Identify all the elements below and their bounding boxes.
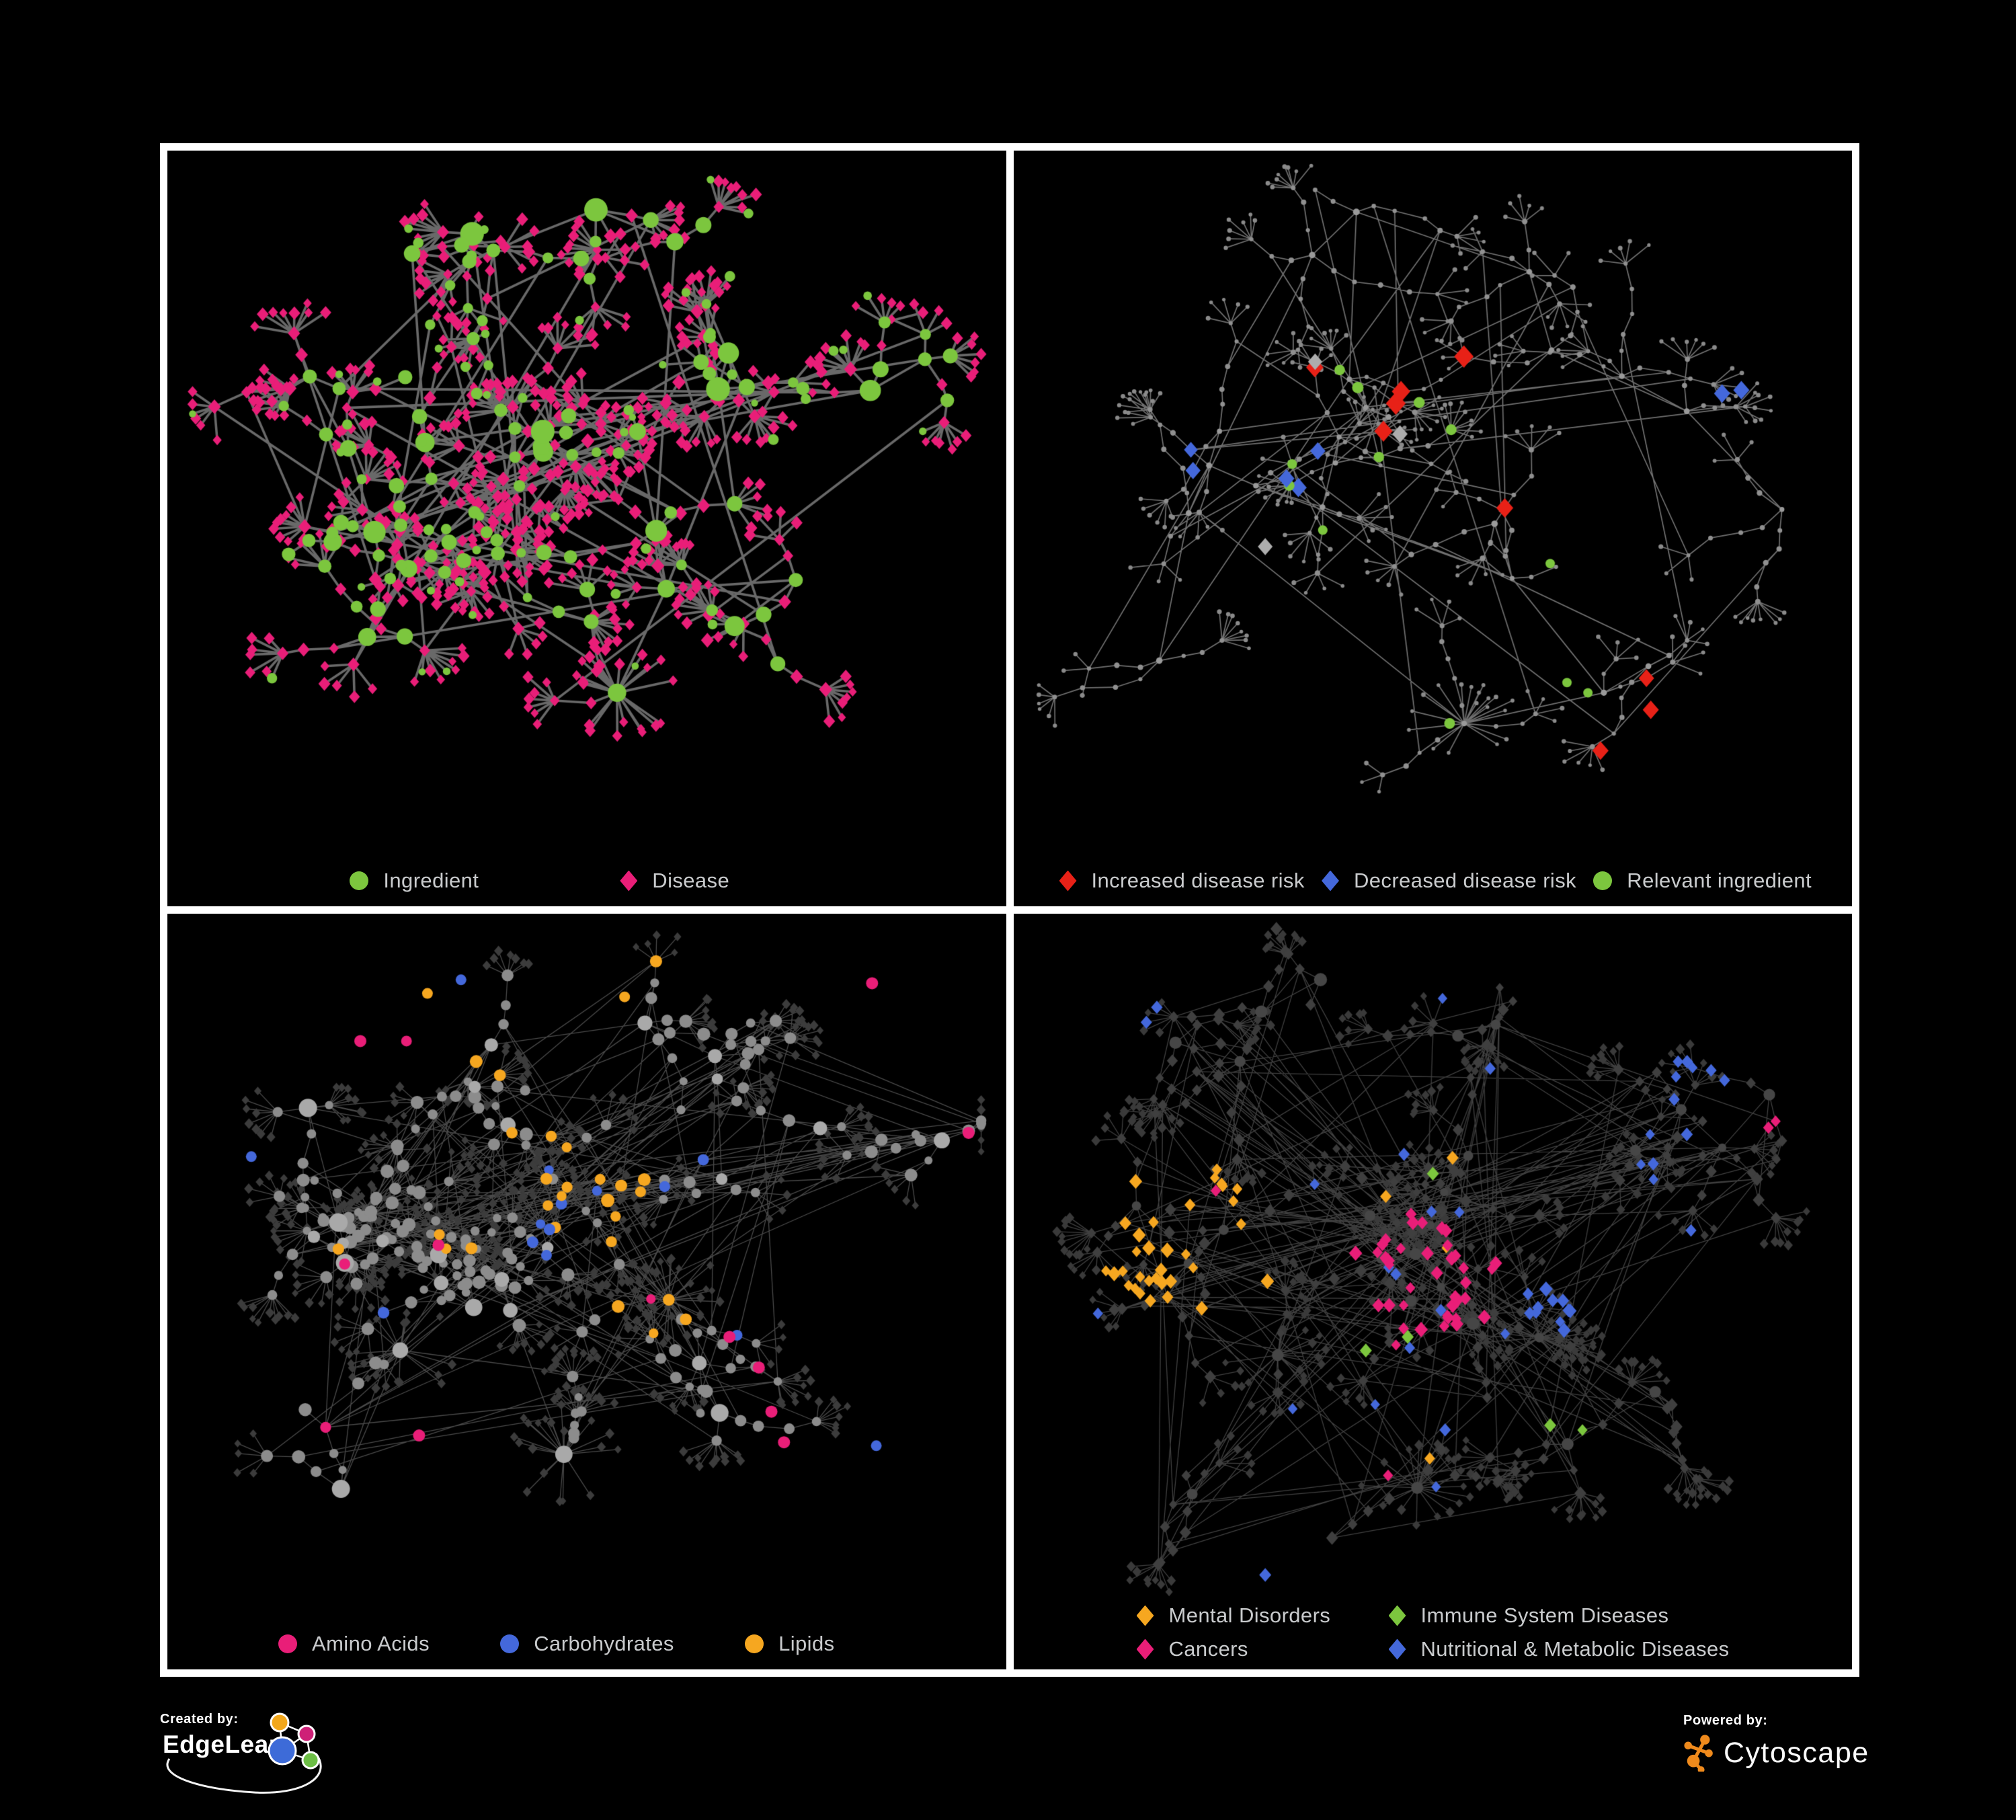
legend-marker-circle <box>500 1634 520 1653</box>
legend-marker-diamond <box>1322 870 1339 892</box>
legend-label: Cancers <box>1168 1637 1248 1661</box>
legend-item: Nutritional & Metabolic Diseases <box>1388 1637 1730 1661</box>
legend-item: Amino Acids <box>278 1632 430 1656</box>
legend-label: Amino Acids <box>312 1632 430 1655</box>
panel-disease-classes: Mental Disorders Immune System Diseases Ca… <box>1013 914 1853 1669</box>
legend-item: Lipids <box>745 1632 834 1656</box>
cytoscape-logo-icon <box>1684 1735 1713 1772</box>
disease-class-network-canvas <box>1013 914 1852 1669</box>
created-by-label: Created by: <box>160 1712 239 1727</box>
powered-by-label: Powered by: <box>1683 1713 1768 1728</box>
legend-marker-circle <box>350 871 369 890</box>
legend-marker-circle <box>1593 871 1613 890</box>
panel-disease-risk: Increased disease risk Decreased disease … <box>1013 151 1853 906</box>
nutrient-class-network-canvas <box>167 914 1006 1669</box>
legend-marker-circle <box>278 1634 297 1653</box>
legend-item: Carbohydrates <box>500 1632 674 1656</box>
legend-marker-diamond <box>1059 870 1077 892</box>
legend-label: Mental Disorders <box>1168 1604 1331 1627</box>
ingredient-disease-legend: Ingredient Disease <box>167 869 959 893</box>
edgeleap-credit: Created by: EdgeLeap <box>160 1712 536 1819</box>
legend-label: Increased disease risk <box>1091 869 1305 892</box>
panel-nutrient-classes: Amino Acids Carbohydrates Lipids <box>167 914 1006 1669</box>
edgeleap-logo-icon <box>166 1712 322 1794</box>
ingredient-disease-network-canvas <box>167 151 1006 906</box>
legend-label: Ingredient <box>383 869 479 892</box>
legend-label: Lipids <box>778 1632 835 1655</box>
legend-item: Cancers <box>1136 1637 1389 1661</box>
legend-item: Ingredient <box>350 869 479 893</box>
cytoscape-credit: Powered by: Cytoscape <box>1683 1713 1869 1772</box>
legend-marker-diamond <box>1388 1605 1406 1626</box>
legend-label: Disease <box>652 869 730 892</box>
legend-item: Mental Disorders <box>1136 1604 1389 1628</box>
legend-marker-diamond <box>620 870 638 892</box>
legend-item: Immune System Diseases <box>1388 1604 1730 1628</box>
legend-item: Decreased disease risk <box>1322 869 1576 893</box>
disease-risk-legend: Increased disease risk Decreased disease … <box>1014 869 1853 893</box>
legend-marker-diamond <box>1136 1605 1154 1626</box>
cytoscape-wordmark: Cytoscape <box>1724 1736 1869 1769</box>
panel-ingredient-disease: Ingredient Disease <box>167 151 1006 906</box>
legend-item: Increased disease risk <box>1059 869 1305 893</box>
disease-risk-network-canvas <box>1013 151 1852 906</box>
legend-item: Disease <box>620 869 729 893</box>
legend-label: Nutritional & Metabolic Diseases <box>1420 1637 1730 1661</box>
nutrient-class-legend: Amino Acids Carbohydrates Lipids <box>167 1632 1006 1656</box>
edgeleap-wordmark: EdgeLeap <box>163 1731 284 1758</box>
legend-marker-diamond <box>1136 1638 1154 1660</box>
legend-label: Relevant ingredient <box>1627 869 1812 892</box>
panel-grid: Ingredient Disease Increased disease risk… <box>160 143 1859 1677</box>
legend-label: Decreased disease risk <box>1354 869 1577 892</box>
legend-label: Immune System Diseases <box>1420 1604 1669 1627</box>
disease-class-legend: Mental Disorders Immune System Diseases Ca… <box>1014 1604 1853 1661</box>
legend-marker-diamond <box>1388 1638 1406 1660</box>
legend-marker-circle <box>745 1634 764 1653</box>
legend-label: Carbohydrates <box>534 1632 674 1655</box>
legend-item: Relevant ingredient <box>1593 869 1812 893</box>
